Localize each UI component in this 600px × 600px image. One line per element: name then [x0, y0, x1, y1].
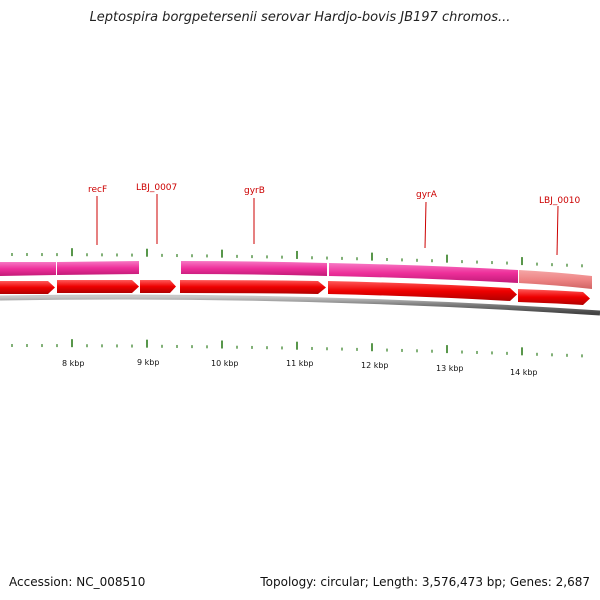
kbp-label: 11 kbp: [286, 359, 314, 368]
kbp-label: 14 kbp: [510, 368, 538, 377]
map-title: Leptospira borgpetersenii serovar Hardjo…: [89, 10, 511, 25]
gene-leader-line: [424, 201, 427, 249]
feature-bar: [329, 263, 518, 283]
kbp-label: 8 kbp: [62, 359, 84, 368]
feature-track: [0, 261, 592, 289]
kbp-label: 12 kbp: [361, 361, 389, 370]
feature-bar: [181, 261, 327, 276]
kbp-label: 13 kbp: [436, 364, 464, 373]
cds-arrow: [180, 280, 326, 294]
cds-arrow: [518, 289, 590, 305]
cds-arrow: [57, 280, 139, 293]
kbp-scale: 8 kbp 9 kbp 10 kbp 11 kbp 12 kbp 13 kbp …: [62, 358, 538, 377]
gene-leader-line: [556, 205, 559, 256]
feature-bar: [57, 261, 139, 275]
cds-arrow: [140, 280, 176, 293]
gene-label-gyrb: gyrB: [244, 186, 265, 196]
feature-bar: [519, 270, 592, 289]
cds-arrow: [328, 281, 517, 301]
kbp-label: 9 kbp: [137, 358, 159, 367]
cds-track: [0, 280, 590, 305]
topology-summary: Topology: circular; Length: 3,576,473 bp…: [260, 575, 590, 589]
gene-label-lbj-0010: LBJ_0010: [539, 196, 581, 206]
accession-text: Accession: NC_008510: [9, 575, 146, 589]
gene-label-gyra: gyrA: [416, 190, 438, 200]
gene-label-lbj-0007: LBJ_0007: [136, 183, 177, 193]
kbp-label: 10 kbp: [211, 359, 239, 368]
upper-tick-row: [11, 248, 583, 268]
lower-tick-row: [11, 339, 583, 358]
feature-bar: [0, 262, 56, 276]
chromosome-backbone: [0, 294, 600, 316]
gene-label-recf: recF: [88, 185, 107, 195]
gene-labels: recF LBJ_0007 gyrB gyrA LBJ_0010: [88, 183, 581, 256]
cds-arrow: [0, 281, 55, 294]
